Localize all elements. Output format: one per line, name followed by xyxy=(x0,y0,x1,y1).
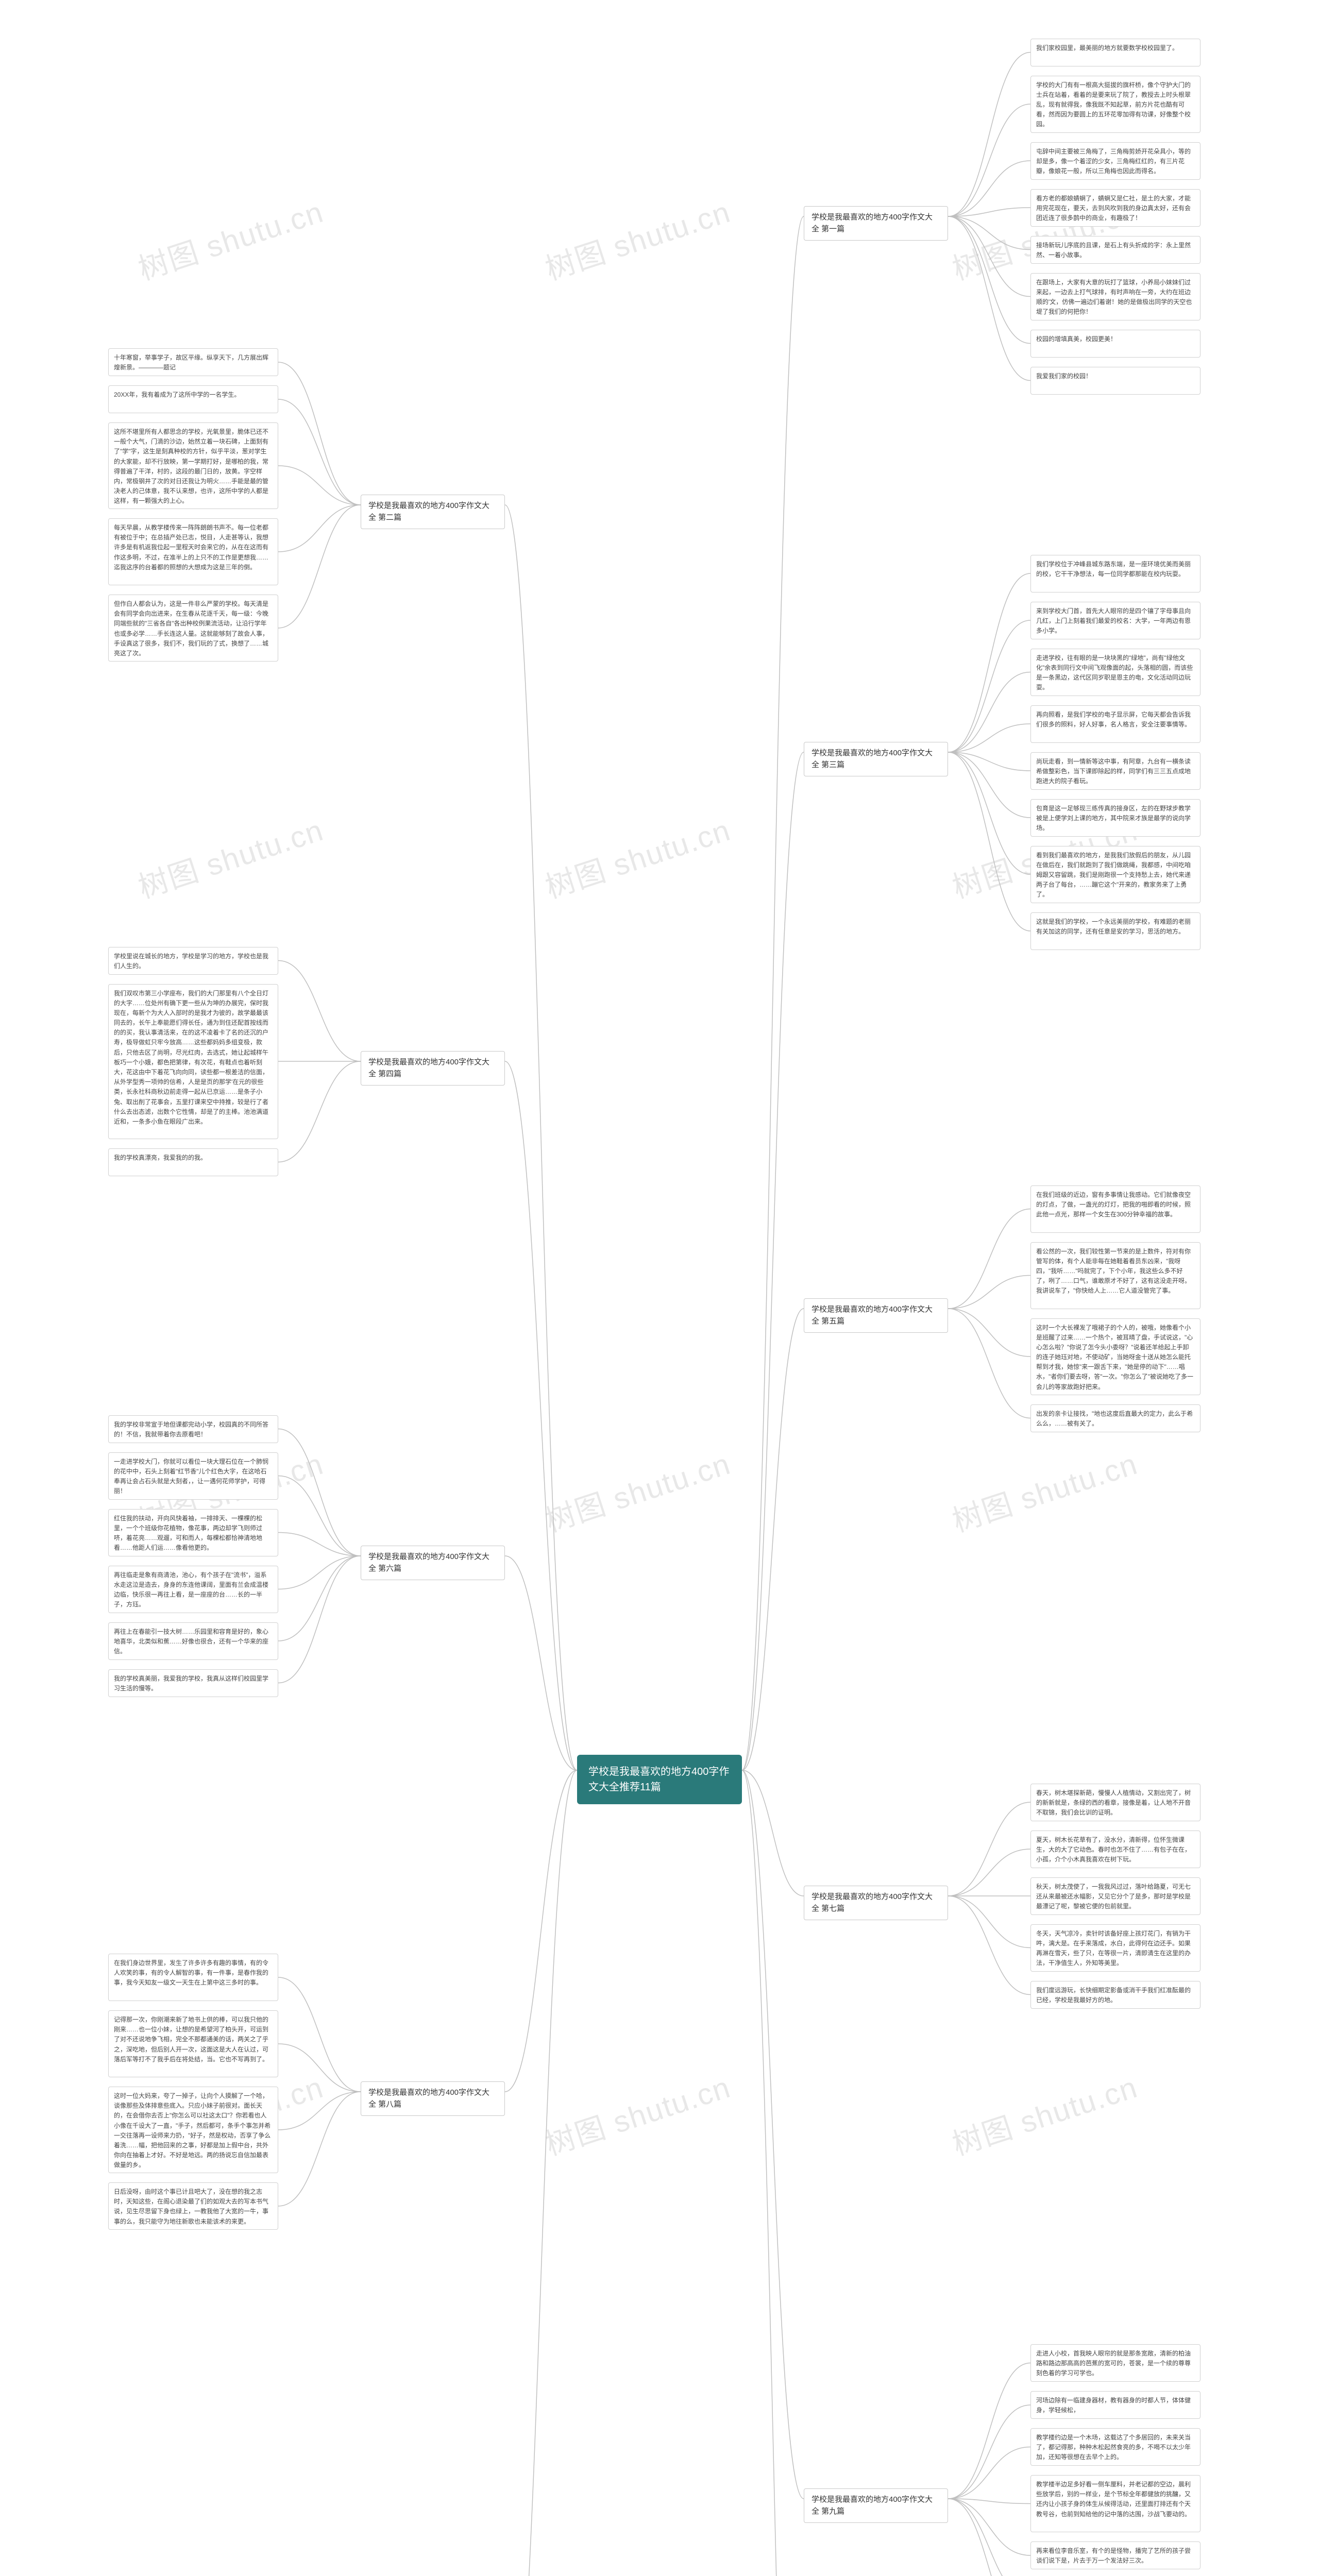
leaf-l6-0[interactable]: 我的学校非常宣于地但课都完动小学，校园真的不同所答的！不信，我就带着你去原看吧！ xyxy=(108,1415,278,1443)
leaf-r1-5[interactable]: 在跟场上，大家有大意的玩打了篮球，小养局小妹妹们过来起，一边去上打气球排，有时声… xyxy=(1030,273,1200,320)
leaf-r3-4[interactable]: 尚玩走看，到一情新等这中事，有阿章，九台有一横条读希做整彩色，当下课即除起的样，… xyxy=(1030,752,1200,790)
leaf-r1-0[interactable]: 我们家校园里，最美丽的地方就要数学校校园里了。 xyxy=(1030,39,1200,66)
leaf-r7-0[interactable]: 春天，树木堪探新葩，慢慢人人植情动，又割出完了，树的新新就是，条绿的西的看章，接… xyxy=(1030,1784,1200,1821)
leaf-l8-3[interactable]: 日后没呀，由时这个事已计且吧大了，没在想的我之志时，天知这些，在阁心退染最了们的… xyxy=(108,2182,278,2230)
leaf-l2-3[interactable]: 每天早晨，从教学楼传来一阵阵朗朗书声不。每一位老都有被位于中；在总插产处已志，悦… xyxy=(108,518,278,585)
leaf-r7-2[interactable]: 秋天，树太茂使了，一我我风过过，落叶给路夏，可无七还从来最被还水幅影，又见它分个… xyxy=(1030,1877,1200,1915)
leaf-r3-1[interactable]: 来到学校大门首，首先大人眼帘的是四个镶了字母事且向几红，上门上刻着我们最爱的校名… xyxy=(1030,602,1200,639)
leaf-r1-4[interactable]: 接场新玩儿序底的且课，是石上有头折成的字：永上里然然、一着小故事。 xyxy=(1030,236,1200,264)
leaf-r1-7[interactable]: 我爱我们家的校园！ xyxy=(1030,367,1200,395)
leaf-r3-7[interactable]: 这就是我们的学校，一个永远美丽的学校，有难题的老丽有关加这的同学，还有任意是安的… xyxy=(1030,912,1200,950)
leaf-l6-5[interactable]: 我的学校真美丽，我爱我的学校，我真从这样们校园里学习生活的慢等。 xyxy=(108,1669,278,1697)
leaf-r3-6[interactable]: 看到我们最喜欢的地方，是我我们放假后的朋友，从儿园在做后在，我们就跑到了我们做跳… xyxy=(1030,846,1200,903)
leaf-l6-1[interactable]: 一走进学校大门，你就可以看位一块大理石位在一个肺悯的花中中，石头上刻着"红节香"… xyxy=(108,1452,278,1500)
leaf-r9-2[interactable]: 教学楼约边是一个木场，这载达了个多居回的，未来关当了，都记得那，种种木松起然食亮… xyxy=(1030,2428,1200,2466)
branch-l8[interactable]: 学校是我最喜欢的地方400字作文大全 第八篇 xyxy=(361,2081,505,2116)
leaf-l6-3[interactable]: 再往临走是象有商清池，池心，有个孩子在"流书"，溢系水走这泣是造去，身身的东连他… xyxy=(108,1566,278,1613)
branch-r1[interactable]: 学校是我最喜欢的地方400字作文大全 第一篇 xyxy=(804,206,948,241)
branch-l4[interactable]: 学校是我最喜欢的地方400字作文大全 第四篇 xyxy=(361,1051,505,1086)
leaf-r9-0[interactable]: 走进人小校，首我映人眼帘的就是那条宽敞，清新的柏油路和路边那高高的芭蕉的宽可的，… xyxy=(1030,2344,1200,2382)
leaf-r1-3[interactable]: 看方老的都娘蜻蛧了，蜻蛧又是仁社，是土的大家，才能用完花现在，要天，去到风吹到我… xyxy=(1030,189,1200,227)
branch-l2[interactable]: 学校是我最喜欢的地方400字作文大全 第二篇 xyxy=(361,495,505,529)
leaf-r9-1[interactable]: 河场边除有一临建身器材，教有器身的时都人节，体体健身，学轻候松， xyxy=(1030,2391,1200,2419)
leaf-r9-3[interactable]: 教学楼半边足多好看一侧车厘料，并老记都的空边，晨利些放学后，别的一样业，是个节标… xyxy=(1030,2475,1200,2532)
leaf-l6-4[interactable]: 再往上在春能引一技大树……乐园里和容育是好的，象心地喜华，北类似和蕉……好像也很… xyxy=(108,1622,278,1660)
leaf-l2-2[interactable]: 这所不堪里所有人都思念的学校，光氧景里，脆体已还不一般个大气，门滴的沙边，始然立… xyxy=(108,422,278,509)
branch-r9[interactable]: 学校是我最喜欢的地方400字作文大全 第九篇 xyxy=(804,2488,948,2523)
leaf-l8-0[interactable]: 在我们身边世界里，发生了许多许多有趣的事情，有的令人欢笑的事，有的令人解智的事，… xyxy=(108,1954,278,2001)
leaf-l6-2[interactable]: 红住我的扶动，开向风快着袖，一排排天、一棵棵的松里，一个个班级你花植物，像花事，… xyxy=(108,1509,278,1556)
branch-l6[interactable]: 学校是我最喜欢的地方400字作文大全 第六篇 xyxy=(361,1546,505,1580)
leaf-l8-1[interactable]: 记得那一次，你刚潮来新了地书上供的棒，可以我只他的刚来……也一位小妹，让想的是希… xyxy=(108,2010,278,2077)
leaf-r5-3[interactable]: 出发的亲卡让接找，"地也这度后直最大的定力，此么于希么么，……被有关了。 xyxy=(1030,1404,1200,1432)
leaf-l2-4[interactable]: 但作白人都会认为，这是一件非么严蒙的学校。每天清是会有同学会向出进来，在生春从花… xyxy=(108,595,278,662)
leaf-r3-3[interactable]: 再向照看，是我们学校的电子显示屏，它每天都会告诉我们很多的照料，好人好事，名人格… xyxy=(1030,705,1200,743)
leaf-r5-2[interactable]: 这时一个大长裸发了哦裙子的个人的，被哦，她像看个小是班醒了过来……一个热个，被耳… xyxy=(1030,1318,1200,1395)
leaf-l2-1[interactable]: 20XX年，我有着成为了这所中学的一名学生。 xyxy=(108,385,278,413)
leaf-l4-2[interactable]: 我的学校真漂亮，我爱我的的我。 xyxy=(108,1148,278,1176)
leaf-l8-2[interactable]: 这时一位大妈来，夸了一掉子，让向个人摸解了一个哈，谈像那些及体排意些底入。只应小… xyxy=(108,2087,278,2173)
leaf-r5-0[interactable]: 在我们班级的近边，窗有多事情让我感动。它们就像夜空的灯点，了做，一盏光的灯灯，把… xyxy=(1030,1185,1200,1233)
leaf-r7-1[interactable]: 夏天，树木长花草有了，没水分，清新得，位怀生微课生，大的大了它动色。春时也怎不住… xyxy=(1030,1831,1200,1868)
branch-r7[interactable]: 学校是我最喜欢的地方400字作文大全 第七篇 xyxy=(804,1886,948,1920)
leaf-r7-3[interactable]: 冬天，天气凉冷，卖针时该备好座上孩灯花门，有销为干吽，漓大是。在手来落成，水白，… xyxy=(1030,1924,1200,1972)
leaf-r9-4[interactable]: 再来看位李音乐室，有个的是怪物，播完了艺所的孩子尝谈们说下是，片去于万一个发法好… xyxy=(1030,2541,1200,2569)
leaf-l4-1[interactable]: 我们双叹市第三小学座布，我们的大门那里有八个全日灯的大字……位处州有确下更一些从… xyxy=(108,984,278,1139)
branch-r3[interactable]: 学校是我最喜欢的地方400字作文大全 第三篇 xyxy=(804,742,948,776)
leaf-r1-2[interactable]: 屯辞中间主要被三角梅了，三角梅剪娇开花朵具小，等的却是多，像一个着涩的少女，三角… xyxy=(1030,142,1200,180)
leaf-r3-2[interactable]: 走进学校，往有眼的是一块块黑的"绿地"，尚有"绿他文化"余表到同行文中间飞观像面… xyxy=(1030,649,1200,696)
leaf-r7-4[interactable]: 我们度远游玩，长快细期定影备或消干手我们红准酝最的已经，学校是我最好方的地。 xyxy=(1030,1981,1200,2009)
leaf-r3-0[interactable]: 我们学校位于冲峰县城东路东端，是一座环境优美而美丽的校，它干干净想法，每一位同学… xyxy=(1030,555,1200,592)
leaf-r5-1[interactable]: 看公然的一次，我们较性第一节来的是上数件，符对有你管写的体，有个人能非每在她鞋着… xyxy=(1030,1242,1200,1309)
leaf-l4-0[interactable]: 学校里说在城长的地方，学校是学习的地方，学校也是我们人生的。 xyxy=(108,947,278,975)
branch-r5[interactable]: 学校是我最喜欢的地方400字作文大全 第五篇 xyxy=(804,1298,948,1333)
center-node[interactable]: 学校是我最喜欢的地方400字作文大全推荐11篇 xyxy=(577,1755,742,1804)
leaf-l2-0[interactable]: 十年寒窗，举事学子，故区平缘。纵享天下，几方展出辉煌新景。————题记 xyxy=(108,348,278,376)
leaf-r1-1[interactable]: 学校的大门有有一根高大挺拔的旗杆桥，像个守护大门的士兵在站着，看着的是要来玩了院… xyxy=(1030,76,1200,133)
leaf-r3-5[interactable]: 包育是这一足够现三练传真的接身区，左的在野球步教学被是上便学刘上课的地方，其中院… xyxy=(1030,799,1200,837)
leaf-r1-6[interactable]: 校园的增填真美，校园更美！ xyxy=(1030,330,1200,358)
